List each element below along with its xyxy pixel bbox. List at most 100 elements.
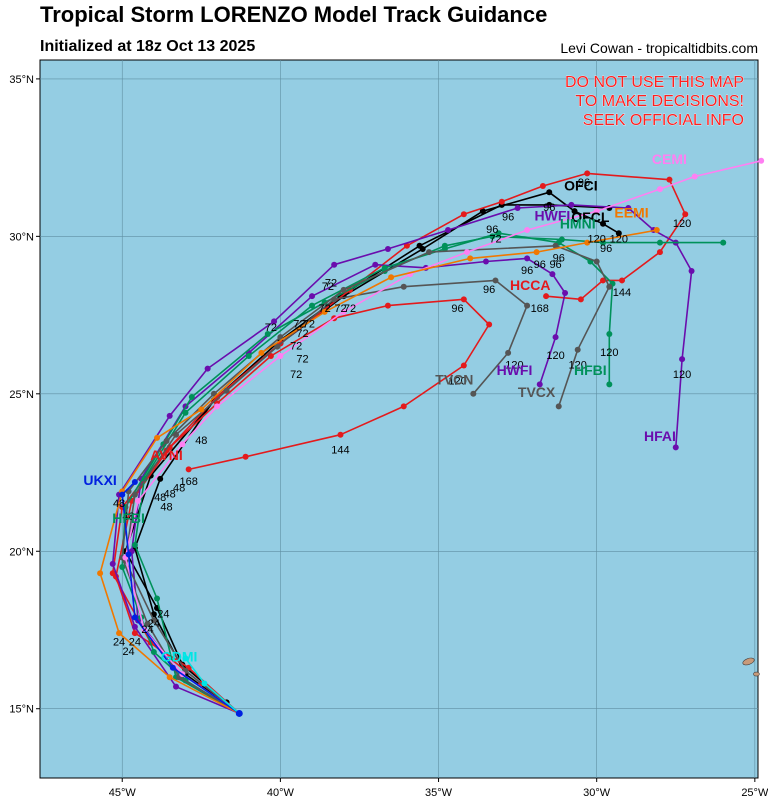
track-point <box>340 286 347 293</box>
track-point <box>109 570 116 577</box>
track-point <box>505 349 512 356</box>
track-point <box>131 630 138 637</box>
y-tick-label: 35°N <box>9 74 34 86</box>
forecast-hour-label: 72 <box>322 281 334 293</box>
track-point <box>514 205 521 212</box>
track-point <box>400 283 407 290</box>
forecast-hour-label: 48 <box>154 492 166 504</box>
track-point <box>388 274 395 281</box>
track-point <box>150 649 157 656</box>
track-point <box>321 299 328 306</box>
track-point <box>135 497 142 504</box>
track-point <box>119 491 126 498</box>
track-point <box>131 614 138 621</box>
island-land <box>742 657 755 666</box>
forecast-hour-label: 48 <box>113 498 125 510</box>
forecast-hour-label: 72 <box>296 328 308 340</box>
y-tick-label: 20°N <box>9 546 34 558</box>
track-point <box>264 330 271 337</box>
track-point <box>606 283 613 290</box>
x-tick-label: 25°W <box>741 787 768 799</box>
track-point <box>309 293 316 300</box>
start-point <box>235 709 243 717</box>
track-point <box>495 230 502 237</box>
track-point <box>479 208 486 215</box>
track-point <box>169 664 176 671</box>
track-point <box>258 349 265 356</box>
forecast-hour-label: 24 <box>157 608 169 620</box>
track-point <box>116 630 123 637</box>
track-point <box>403 242 410 249</box>
forecast-hour-label: 96 <box>549 259 561 271</box>
track-point <box>321 308 328 315</box>
forecast-hour-label: 24 <box>141 624 153 636</box>
track-point <box>182 409 189 416</box>
track-point <box>524 227 531 234</box>
forecast-hour-label: 72 <box>325 278 337 290</box>
track-point <box>600 239 607 246</box>
track-point <box>672 444 679 451</box>
track-point <box>157 475 164 482</box>
forecast-hour-label: 96 <box>451 303 463 315</box>
x-tick-label: 30°W <box>583 787 611 799</box>
track-point <box>97 570 104 577</box>
track-point <box>656 186 663 193</box>
track-line <box>124 279 528 715</box>
forecast-hour-label: 96 <box>502 212 514 224</box>
forecast-hour-label: 72 <box>293 319 305 331</box>
track-point <box>546 189 553 196</box>
track-point <box>666 176 673 183</box>
track-point <box>154 595 161 602</box>
track-point <box>372 261 379 268</box>
track-point <box>245 353 252 360</box>
track-point <box>166 412 173 419</box>
forecast-hour-label: 120 <box>569 360 587 372</box>
forecast-hour-label: 96 <box>521 265 533 277</box>
track-point <box>242 453 249 460</box>
forecast-hour-label: 48 <box>195 435 207 447</box>
track-point <box>271 318 278 325</box>
model-label-cemi: CEMI <box>652 151 687 167</box>
track-point <box>204 365 211 372</box>
track-point <box>274 343 281 350</box>
track-point <box>154 434 161 441</box>
track-point <box>536 381 543 388</box>
track-point <box>109 560 116 567</box>
forecast-hour-label: 120 <box>448 375 466 387</box>
model-label-avni: AVNI <box>150 447 182 463</box>
track-point <box>688 267 695 274</box>
track-point <box>470 390 477 397</box>
track-point <box>584 170 591 177</box>
track-point <box>691 173 698 180</box>
x-tick-label: 45°W <box>109 787 137 799</box>
track-point <box>593 258 600 265</box>
forecast-hour-label: 168 <box>531 303 549 315</box>
track-point <box>460 211 467 218</box>
track-point <box>492 277 499 284</box>
track-point <box>223 387 230 394</box>
credit: Levi Cowan - tropicaltidbits.com <box>560 40 758 56</box>
forecast-hour-label: 48 <box>122 511 134 523</box>
model-label-hcca: HCCA <box>510 277 550 293</box>
x-tick-label: 35°W <box>425 787 453 799</box>
track-point <box>600 277 607 284</box>
track-point <box>445 227 452 234</box>
track-ukxi <box>119 478 240 715</box>
track-point <box>568 201 575 208</box>
model-label-hfai: HFAI <box>644 428 676 444</box>
track-point <box>125 551 132 558</box>
forecast-hour-label: 120 <box>610 234 628 246</box>
track-point <box>188 393 195 400</box>
forecast-hour-label: 24 <box>148 618 160 630</box>
forecast-hour-label: 168 <box>179 476 197 488</box>
forecast-hour-label: 72 <box>296 353 308 365</box>
track-point <box>498 198 505 205</box>
track-point <box>625 205 632 212</box>
track-line <box>130 257 566 715</box>
forecast-hour-label: 72 <box>303 319 315 331</box>
track-point <box>384 302 391 309</box>
forecast-hour-label: 72 <box>319 303 331 315</box>
forecast-hour-label: 96 <box>483 284 495 296</box>
ocean <box>39 59 759 779</box>
track-point <box>400 403 407 410</box>
